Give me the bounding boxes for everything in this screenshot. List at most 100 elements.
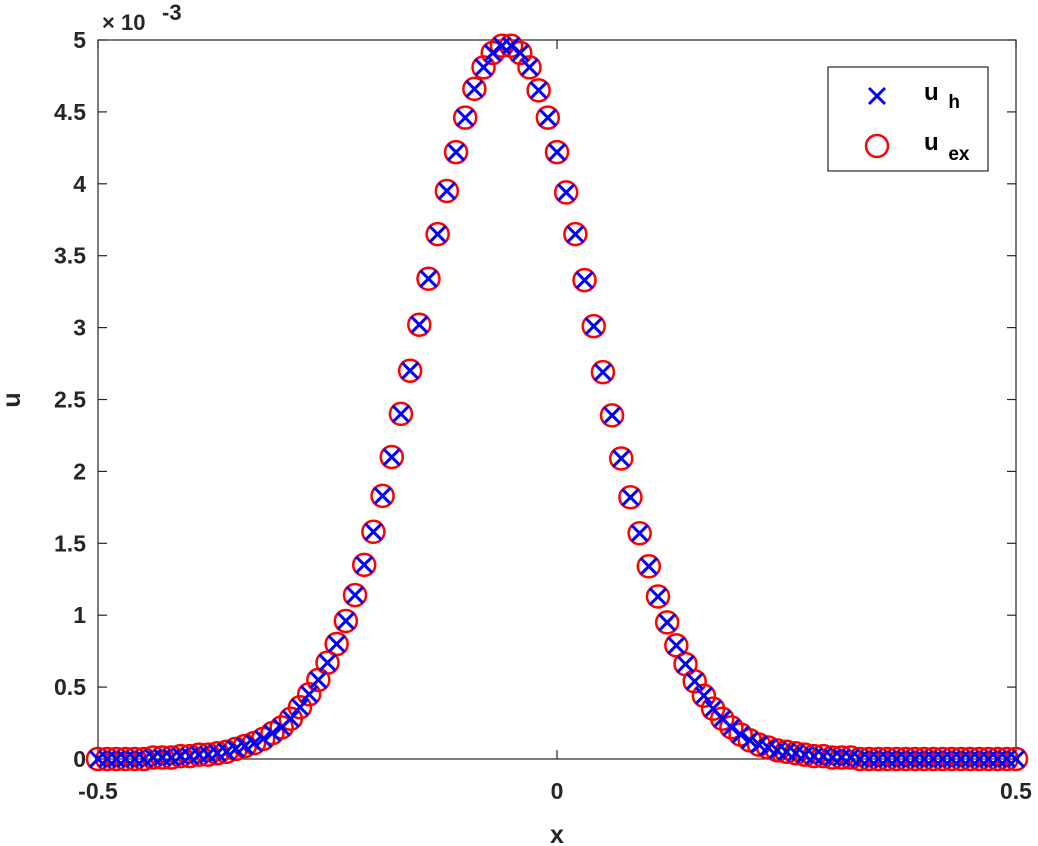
u-ex-point (654, 610, 680, 635)
u-h-point (639, 557, 658, 576)
u-h-point (529, 81, 548, 100)
u-h-point (382, 447, 401, 467)
y-tick-label: 5 (73, 27, 86, 53)
u-h-point (254, 729, 273, 748)
u-ex-point (416, 266, 441, 291)
u-h-point (410, 315, 429, 334)
u-ex-point (397, 358, 423, 383)
u-h-point (290, 698, 310, 717)
u-h-point (658, 613, 677, 632)
u-h-point (667, 636, 686, 655)
y-tick-label: 2 (73, 458, 86, 484)
u-h-point (281, 709, 300, 728)
u-ex-point (388, 401, 414, 427)
u-h-point (740, 731, 759, 750)
u-h-point (300, 685, 319, 704)
u-ex-point (443, 139, 469, 165)
u-ex-point (462, 76, 487, 102)
tick-labels: 0 0.5 1 1.5 2 2.5 3 3.5 4 4.5 5 -0.5 0 0.5 (54, 27, 1032, 804)
u-ex-point (636, 554, 662, 579)
u-h-point (327, 634, 346, 654)
u-h-point (401, 361, 420, 380)
u-ex-point (691, 683, 717, 708)
u-ex-point (609, 446, 634, 471)
u-h-point (648, 587, 668, 606)
u-ex-point (407, 312, 432, 337)
u-ex-point (627, 520, 652, 546)
u-ex-point (553, 180, 579, 205)
u-ex-point (535, 105, 561, 130)
u-ex-point (434, 178, 460, 204)
legend: u h u ex (827, 66, 989, 172)
u-ex-point (379, 444, 405, 470)
u-ex-point (342, 582, 368, 608)
u-h-point (446, 143, 466, 162)
u-h-point (456, 108, 475, 127)
y-tick-label: 0 (73, 746, 86, 772)
u-h-point (612, 449, 631, 468)
y-axis-label: u (0, 392, 26, 407)
u-h-point (474, 58, 493, 77)
u-h-point (345, 586, 365, 605)
u-ex-point (517, 55, 542, 80)
u-ex-point (618, 485, 643, 510)
u-ex-point (333, 608, 359, 634)
u-h-point (593, 363, 612, 382)
markers (85, 33, 1029, 772)
u-ex-point (572, 267, 597, 293)
y-exponent-power: -3 (162, 0, 182, 25)
x-tick-label: 0.5 (1000, 778, 1032, 804)
y-tick-label: 4 (73, 171, 86, 197)
u-h-point (520, 58, 539, 77)
u-ex-point (361, 519, 386, 545)
u-ex-point (526, 78, 551, 103)
u-h-point (355, 555, 374, 574)
legend-label-u-h: u h (924, 79, 960, 113)
u-h-point (1006, 749, 1026, 769)
y-tick-label: 1.5 (54, 530, 86, 556)
u-ex-point (351, 552, 377, 578)
u-h-point (603, 406, 622, 425)
u-ex-point (599, 403, 625, 428)
y-tick-label: 1 (73, 602, 86, 628)
u-ex-point (590, 359, 616, 385)
u-h-point (437, 181, 456, 201)
u-h-point (263, 724, 282, 743)
u-ex-point (370, 483, 395, 509)
u-h-point (547, 143, 567, 162)
u-h-point (309, 670, 328, 689)
legend-box (827, 66, 989, 172)
y-exponent: × 10 -3 (102, 0, 182, 35)
u-h-point (391, 404, 411, 423)
u-ex-point (452, 105, 478, 130)
legend-entry-u-h: u h (867, 79, 960, 113)
u-h-point (694, 686, 713, 705)
u-h-point (419, 269, 438, 288)
u-h-point (318, 653, 337, 672)
x-axis-label: x (550, 821, 564, 846)
u-h-point (336, 611, 355, 631)
legend-label-u-h-sub: h (948, 92, 960, 113)
u-h-point (364, 522, 383, 541)
u-ex-point (581, 313, 606, 339)
u-h-point (244, 734, 264, 753)
u-ex-point (563, 221, 588, 247)
x-tick-label: -0.5 (78, 778, 118, 804)
u-ex-point (324, 631, 349, 657)
u-h-point (676, 655, 695, 674)
u-h-point (538, 108, 557, 127)
legend-label-u-ex-base: u (924, 129, 939, 156)
y-exponent-base: × 10 (102, 10, 145, 35)
u-h-point (685, 672, 704, 691)
u-h-point (566, 225, 585, 244)
legend-marker-x (867, 86, 887, 106)
u-h-point (621, 488, 640, 507)
u-h-point (557, 183, 576, 202)
x-tick-label: 0 (551, 778, 564, 804)
u-h-point (584, 317, 603, 336)
u-h-point (575, 271, 594, 290)
u-h-point (630, 524, 649, 543)
u-ex-point (425, 221, 450, 247)
u-ex-point (709, 706, 735, 731)
